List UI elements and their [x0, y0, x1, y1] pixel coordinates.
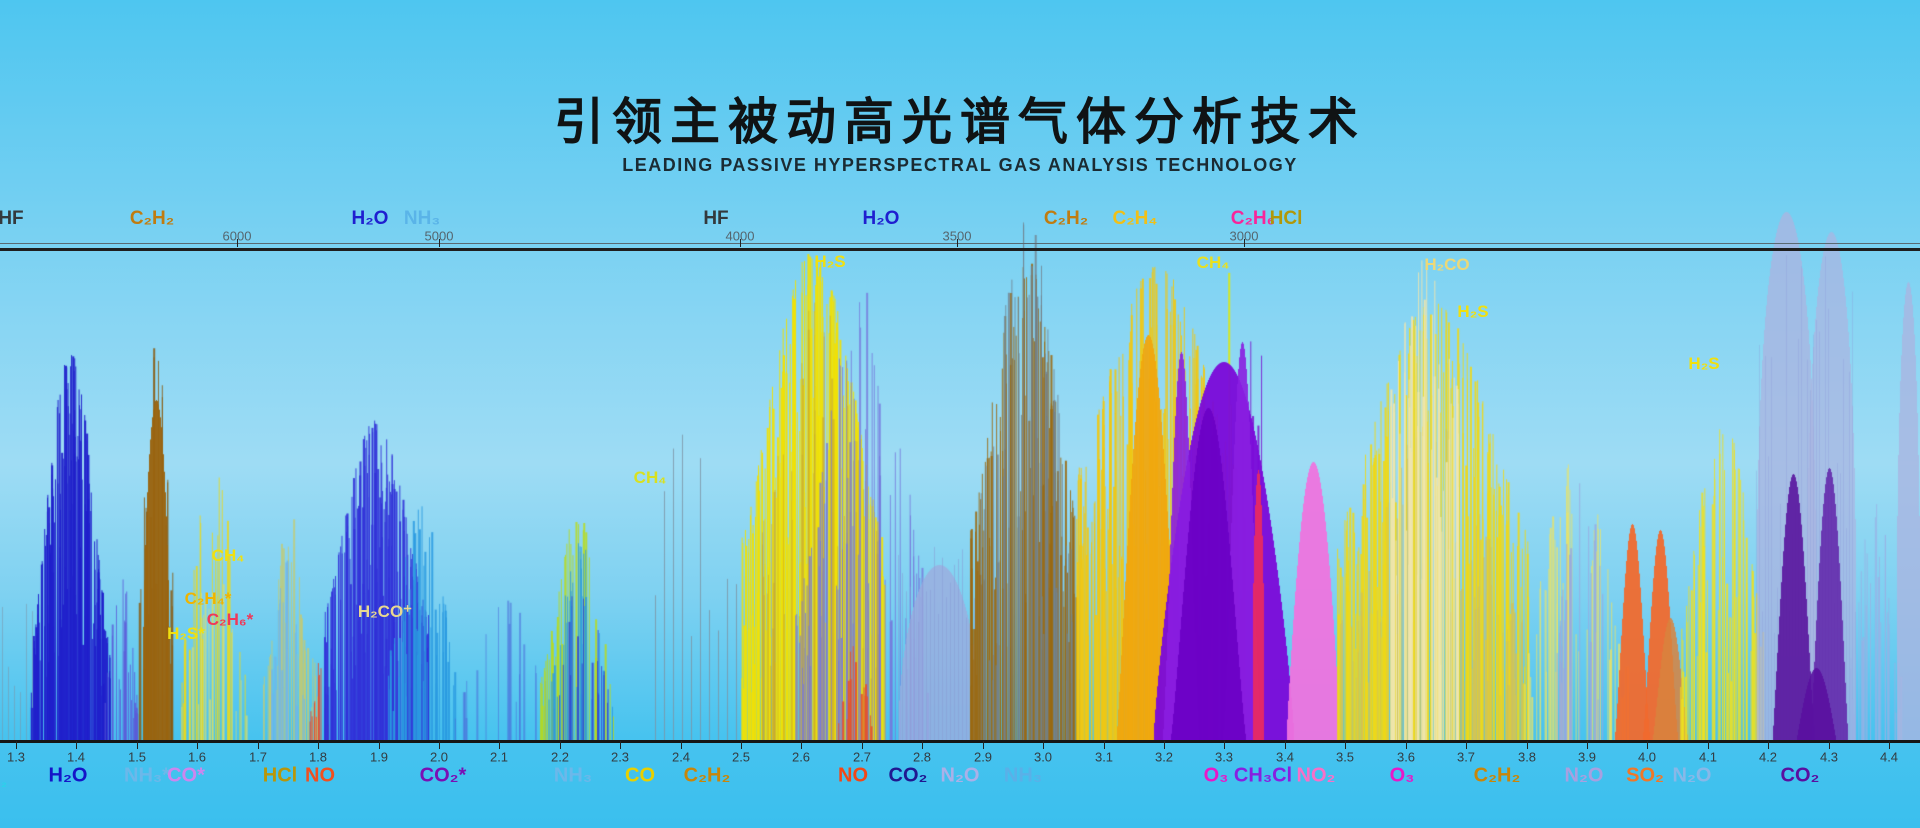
top-axis-thin-line	[0, 243, 1920, 244]
top-axis-line	[0, 248, 1920, 251]
bottom-axis-line	[0, 740, 1920, 743]
page-title: 引领主被动高光谱气体分析技术	[554, 94, 1366, 150]
page-subtitle: LEADING PASSIVE HYPERSPECTRAL GAS ANALYS…	[622, 155, 1298, 175]
